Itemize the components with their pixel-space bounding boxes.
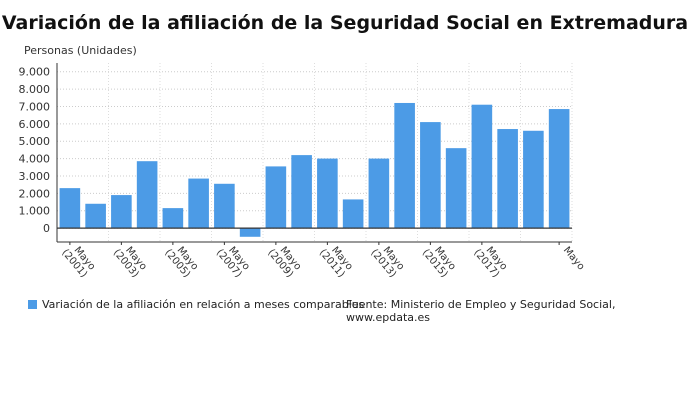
y-tick-label: 0: [43, 222, 50, 235]
bar: [136, 161, 158, 229]
bar: [265, 166, 287, 229]
y-tick-label: 1.000: [19, 205, 51, 218]
bar: [420, 122, 441, 229]
y-tick-label: 4.000: [19, 153, 51, 166]
y-tick-label: 5.000: [19, 135, 51, 148]
bar: [162, 208, 184, 229]
x-tick-label-line: Mayo: [561, 245, 587, 273]
legend-label: Variación de la afiliación en relación a…: [42, 298, 365, 311]
x-tick-label: Mayo(2017): [471, 245, 509, 280]
bar: [342, 199, 364, 229]
x-tick-label: Mayo: [561, 245, 587, 273]
legend: Variación de la afiliación en relación a…: [28, 298, 364, 311]
y-tick-label: 8.000: [19, 83, 51, 96]
y-tick-label: 6.000: [19, 118, 51, 131]
bar: [317, 158, 338, 229]
bar: [239, 228, 261, 237]
y-axis-label: Personas (Unidades): [24, 44, 137, 57]
x-tick-label: Mayo(2015): [420, 245, 458, 280]
bar: [85, 203, 106, 229]
y-tick-label: 3.000: [19, 170, 51, 183]
y-tick-label: 7.000: [19, 100, 51, 113]
x-tick-label: Mayo(2001): [59, 245, 97, 280]
x-tick-label: Mayo(2013): [368, 245, 406, 280]
x-tick-label: Mayo(2005): [162, 245, 200, 280]
chart-title: Variación de la afiliación de la Segurid…: [1, 12, 689, 34]
bar: [188, 178, 209, 229]
bar: [548, 109, 570, 229]
bar: [111, 195, 132, 229]
bar: [471, 104, 493, 229]
source-note: Fuente: Ministerio de Empleo y Seguridad…: [346, 298, 616, 324]
bar: [368, 158, 390, 229]
bar: [523, 130, 544, 229]
y-tick-label: 9.000: [19, 66, 51, 79]
legend-swatch: [28, 300, 37, 309]
bar: [394, 102, 415, 229]
x-tick-label: Mayo(2007): [214, 245, 252, 280]
bar: [497, 129, 518, 229]
x-tick-label: Mayo(2011): [317, 245, 355, 280]
bar: [291, 155, 312, 229]
bar: [59, 188, 81, 229]
x-tick-label: Mayo(2009): [265, 245, 303, 280]
bar: [214, 183, 235, 229]
bar: [445, 148, 467, 229]
y-tick-label: 2.000: [19, 187, 51, 200]
x-tick-label: Mayo(2003): [111, 245, 149, 280]
